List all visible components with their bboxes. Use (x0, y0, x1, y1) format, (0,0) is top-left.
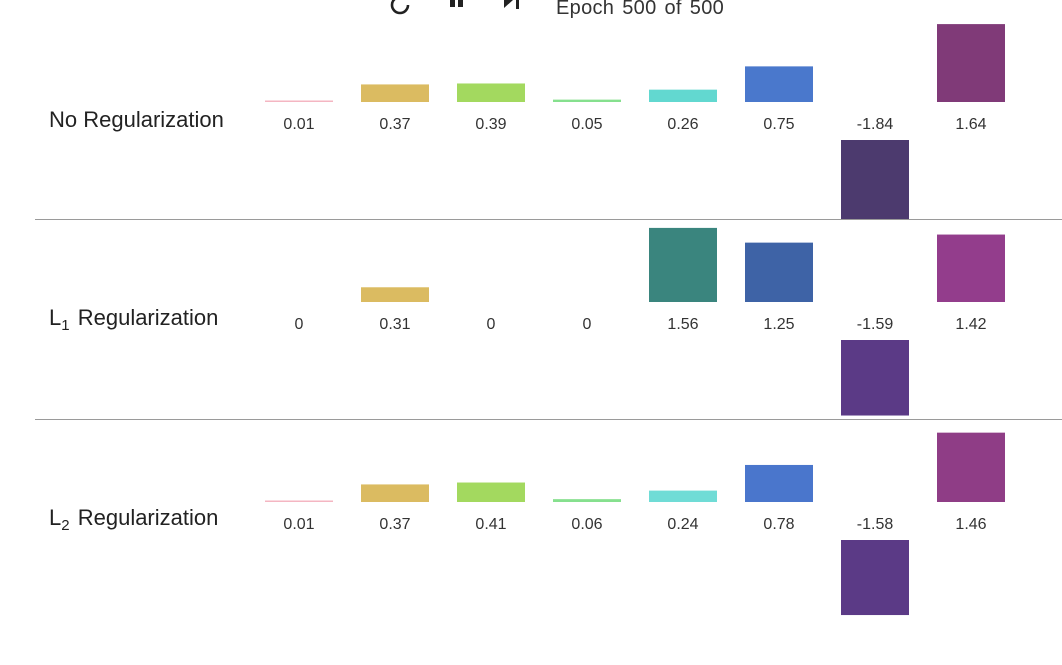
bar-value-label: 0.31 (379, 316, 410, 333)
bar-value-label: -1.58 (857, 516, 894, 533)
bar-value-label: 1.56 (667, 316, 698, 333)
bar-chart-l2-regularization: 0.01 0.37 0.41 0.06 0.24 0.78 -1.58 1.46 (265, 432, 1005, 616)
epoch-counter: Epoch 500 of 500 (556, 0, 732, 20)
row-label-suffix: Regularization (77, 505, 219, 530)
bar-value-label: 0.39 (475, 116, 506, 133)
row-label-main: No Regularization (49, 107, 224, 132)
bar-value-label: 0 (295, 316, 304, 333)
step-forward-button[interactable] (500, 0, 528, 18)
bar (457, 83, 525, 102)
row-no-regularization: No Regularization 0.01 0.37 0.39 0.05 0.26 0.… (0, 20, 1062, 220)
row-label: L1 Regularization (49, 305, 218, 334)
bar-value-label: 0.24 (667, 516, 698, 533)
bar (937, 234, 1005, 302)
bar-value-label: 0.78 (763, 516, 794, 533)
bar-value-label: 0.37 (379, 516, 410, 533)
bar (265, 100, 333, 102)
bar-value-label: 0.37 (379, 116, 410, 133)
step-forward-icon (504, 0, 519, 9)
row-divider (35, 419, 1062, 420)
bar-value-label: 0.05 (571, 116, 602, 133)
bar (649, 89, 717, 102)
reset-icon (390, 0, 410, 15)
bar (553, 99, 621, 102)
epoch-total: 500 (689, 0, 725, 19)
bar-value-label: 0.41 (475, 516, 506, 533)
playback-controls: Epoch 500 of 500 (0, 0, 1062, 24)
bar-value-label: 1.25 (763, 316, 794, 333)
row-label: No Regularization (49, 107, 224, 133)
epoch-word: Epoch (556, 0, 615, 19)
pause-icon (450, 0, 463, 7)
bar (553, 499, 621, 502)
bar (361, 84, 429, 102)
bar-value-label: 0.75 (763, 116, 794, 133)
epoch-of: of (664, 0, 682, 19)
bar (745, 66, 813, 102)
bar-value-label: 1.46 (955, 516, 986, 533)
bar (457, 482, 525, 502)
bar-value-label: 0.26 (667, 116, 698, 133)
bar (361, 484, 429, 502)
bar-value-label: 0.01 (283, 116, 314, 133)
bar-value-label: 0 (487, 316, 496, 333)
bar-value-label: 1.42 (955, 316, 986, 333)
bar-value-label: 0.06 (571, 516, 602, 533)
row-label-main: L (49, 305, 62, 330)
bar (649, 490, 717, 502)
row-l1-regularization: L1 Regularization 0 0.31 0 0 1.56 1.25 -1.59 1.… (0, 220, 1062, 420)
bar (841, 340, 909, 416)
bar-value-label: 0 (583, 316, 592, 333)
row-label-main: L (49, 505, 62, 530)
bar-chart-no-regularization: 0.01 0.37 0.39 0.05 0.26 0.75 -1.84 1.64 (265, 24, 1005, 220)
bar (841, 140, 909, 220)
bar-value-label: -1.84 (857, 116, 894, 133)
bar (745, 464, 813, 502)
pause-button[interactable] (444, 0, 472, 18)
bar (937, 432, 1005, 502)
bar (361, 287, 429, 302)
row-l2-regularization: L2 Regularization 0.01 0.37 0.41 0.06 0.24 0.… (0, 420, 1062, 620)
row-label: L2 Regularization (49, 505, 218, 534)
bar (841, 540, 909, 616)
bar-value-label: 0.01 (283, 516, 314, 533)
bar-chart-l1-regularization: 0 0.31 0 0 1.56 1.25 -1.59 1.42 (295, 227, 1005, 416)
bar (745, 242, 813, 302)
row-divider (35, 219, 1062, 220)
bar (265, 500, 333, 502)
reset-button[interactable] (386, 0, 414, 18)
epoch-current: 500 (622, 0, 657, 19)
bar-value-label: -1.59 (857, 316, 894, 333)
bar (937, 24, 1005, 103)
bar-value-label: 1.64 (955, 116, 986, 133)
bar (649, 227, 717, 302)
row-label-subscript: 1 (61, 317, 70, 334)
row-label-suffix: Regularization (77, 305, 219, 330)
row-label-subscript: 2 (61, 517, 70, 534)
